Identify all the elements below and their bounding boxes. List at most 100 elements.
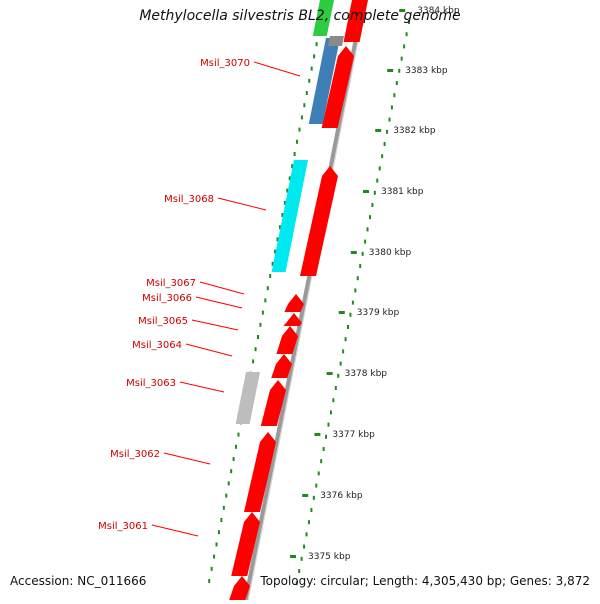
outer-dot-track-mark: [305, 532, 308, 537]
outer-dot-track-mark: [371, 203, 374, 207]
genome-summary-text: Topology: circular; Length: 4,305,430 bp…: [260, 574, 590, 588]
scale-tick: [387, 69, 394, 72]
inner-dot-track-mark: [254, 347, 257, 352]
gene-label: Msil_3070: [200, 58, 250, 69]
scale-tick: [363, 190, 369, 193]
outer-dot-track-mark: [344, 337, 347, 342]
outer-dot-track-mark: [327, 422, 330, 427]
outer-dot-track-mark: [388, 117, 391, 122]
outer-dot-track-mark: [332, 398, 335, 403]
inner-dot-track-mark: [288, 176, 291, 181]
outer-dot-track-mark: [310, 508, 313, 512]
outer-dot-track-mark: [334, 386, 337, 390]
inner-dot-track-mark: [257, 335, 259, 339]
scale-tick-label: 3379 kbp: [357, 308, 400, 318]
gene-label: Msil_3061: [98, 521, 148, 532]
gene-leader-line: [185, 343, 233, 357]
outer-dot-track-mark: [322, 447, 325, 451]
genome-title: Methylocella silvestris BL2, complete ge…: [139, 8, 461, 24]
inner-dot-track-mark: [315, 42, 318, 47]
inner-dot-track-mark: [227, 481, 230, 486]
outer-dot-track-mark: [390, 105, 393, 110]
outer-dot-track-mark: [317, 471, 320, 476]
scale-tick-label: 3377 kbp: [332, 430, 375, 440]
outer-dot-track-mark: [320, 459, 323, 464]
outer-dot-track-mark: [351, 300, 354, 305]
outer-dot-track-mark: [366, 227, 369, 232]
scale-tick: [399, 9, 406, 12]
gene-label: Msil_3065: [138, 316, 188, 327]
cds-arrow: [283, 313, 302, 326]
blue-feature: [308, 38, 340, 124]
outer-dot-track-mark: [359, 264, 362, 268]
inner-dot-track-mark: [266, 286, 269, 291]
scale-tick-label: 3375 kbp: [308, 552, 351, 562]
outer-dot-track-mark: [354, 288, 357, 293]
gene-leader-line: [151, 524, 199, 537]
scale-tick-label: 3381 kbp: [381, 187, 424, 197]
scale-tick: [350, 251, 357, 254]
outer-dot-track-mark: [315, 483, 318, 488]
cds-arrow: [276, 326, 298, 354]
outer-dot-track-mark: [298, 569, 301, 573]
scale-tick: [302, 494, 309, 497]
gene-label: Msil_3066: [142, 293, 192, 304]
outer-dot-track-mark: [408, 20, 410, 24]
scale-tick: [338, 311, 345, 314]
inner-dot-track-mark: [235, 444, 238, 449]
cds-arrow: [284, 294, 304, 312]
inner-dot-track-mark: [313, 54, 316, 59]
scale-tick-label: 3382 kbp: [393, 126, 436, 136]
gene-leader-line: [163, 452, 211, 465]
inner-dot-track-mark: [213, 554, 216, 559]
backbone-line: [243, 0, 367, 601]
inner-dot-track-mark: [252, 359, 255, 364]
cds-arrow: [229, 576, 250, 600]
outer-dot-track-mark: [386, 129, 389, 134]
scale-tick-label: 3376 kbp: [320, 491, 363, 501]
outer-dot-track-mark: [393, 93, 396, 98]
scale-tick: [375, 129, 382, 132]
gene-leader-line: [199, 281, 245, 295]
outer-dot-track-mark: [398, 68, 401, 73]
inner-dot-track-mark: [261, 310, 264, 315]
gene-label: Msil_3062: [110, 449, 160, 460]
inner-dot-track-mark: [269, 274, 272, 278]
cds-arrow: [343, 0, 368, 42]
inner-dot-track-mark: [303, 103, 306, 108]
outer-dot-track-mark: [376, 178, 379, 183]
inner-dot-track-mark: [281, 213, 284, 217]
cds-arrow: [321, 46, 354, 128]
outer-dot-track-mark: [373, 190, 376, 195]
outer-dot-track-mark: [339, 361, 342, 366]
backbone-highlight: [247, 0, 367, 601]
inner-dot-track-mark: [286, 188, 289, 193]
gene-leader-line: [179, 381, 225, 393]
inner-dot-track-mark: [217, 530, 220, 535]
outer-dot-track-mark: [307, 520, 310, 525]
inner-dot-track-mark: [259, 322, 262, 327]
inner-dot-track-mark: [293, 152, 296, 156]
cds-arrow: [244, 432, 276, 512]
inner-dot-track-mark: [298, 127, 301, 132]
gene-leader-line: [191, 319, 239, 331]
outer-dot-track-mark: [342, 349, 345, 354]
gene-label: Msil_3068: [164, 194, 214, 205]
inner-dot-track-mark: [310, 66, 313, 71]
outer-dot-track-mark: [405, 32, 408, 37]
inner-dot-track-mark: [264, 298, 267, 303]
inner-dot-track-mark: [305, 91, 308, 95]
outer-dot-track-mark: [312, 495, 315, 500]
inner-dot-track-mark: [225, 493, 228, 498]
scale-tick: [326, 372, 333, 375]
gene-label: Msil_3063: [126, 378, 176, 389]
outer-dot-track-mark: [329, 410, 332, 415]
outer-dot-track-mark: [378, 166, 381, 171]
cds-arrow: [260, 380, 286, 426]
gray-dark-feature: [328, 36, 344, 46]
outer-dot-track-mark: [368, 215, 371, 220]
gene-leader-line: [253, 61, 301, 77]
cds-arrow: [231, 512, 260, 576]
scale-tick-label: 3380 kbp: [369, 248, 412, 258]
